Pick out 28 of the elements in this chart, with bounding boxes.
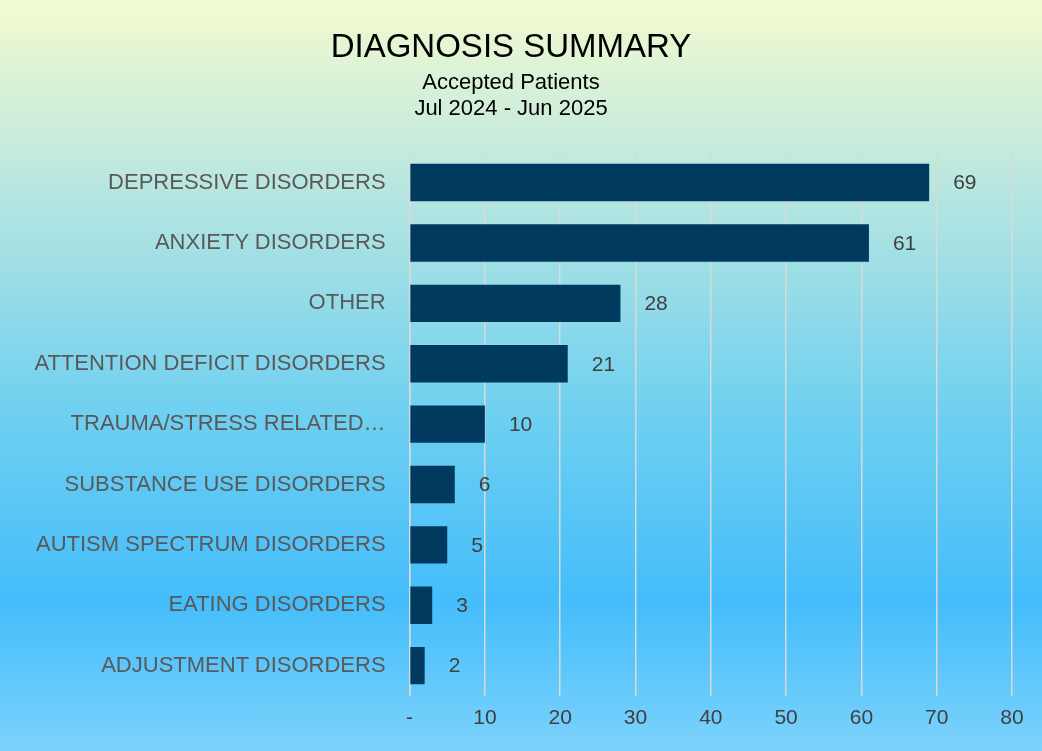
- y-tick-label: ADJUSTMENT DISORDERS: [101, 651, 386, 677]
- y-tick-label: DEPRESSIVE DISORDERS: [108, 168, 386, 194]
- data-label: 61: [892, 230, 917, 254]
- y-tick-label: AUTISM SPECTRUM DISORDERS: [36, 530, 386, 556]
- x-tick-label: 60: [849, 705, 874, 729]
- chart-subtitle: Accepted Patients Jul 2024 - Jun 2025: [414, 68, 608, 121]
- data-label: 10: [508, 411, 533, 435]
- x-tick-label: 50: [774, 705, 798, 729]
- x-tick-label: 80: [1000, 705, 1024, 729]
- y-tick-label: OTHER: [308, 289, 386, 315]
- data-label: 3: [456, 593, 468, 617]
- y-tick-label: ATTENTION DEFICIT DISORDERS: [34, 349, 386, 375]
- data-label: 21: [591, 351, 616, 375]
- data-label: 2: [448, 653, 461, 677]
- x-tick-label: 40: [699, 705, 723, 729]
- x-tick-label: 20: [548, 705, 572, 729]
- x-tick-label: 70: [925, 705, 949, 729]
- y-tick-label: EATING DISORDERS: [168, 591, 386, 617]
- x-tick-label: 10: [473, 705, 497, 729]
- data-label: 69: [953, 170, 977, 194]
- x-tick-label: -: [406, 705, 414, 729]
- y-tick-label: TRAUMA/STRESS RELATED…: [70, 410, 386, 436]
- data-label: 5: [471, 532, 483, 556]
- y-tick-label: SUBSTANCE USE DISORDERS: [64, 470, 386, 496]
- x-tick-label: 30: [623, 705, 648, 729]
- data-label: 28: [644, 291, 668, 315]
- y-tick-label: ANXIETY DISORDERS: [154, 229, 386, 255]
- chart-title: DIAGNOSIS SUMMARY: [330, 26, 692, 64]
